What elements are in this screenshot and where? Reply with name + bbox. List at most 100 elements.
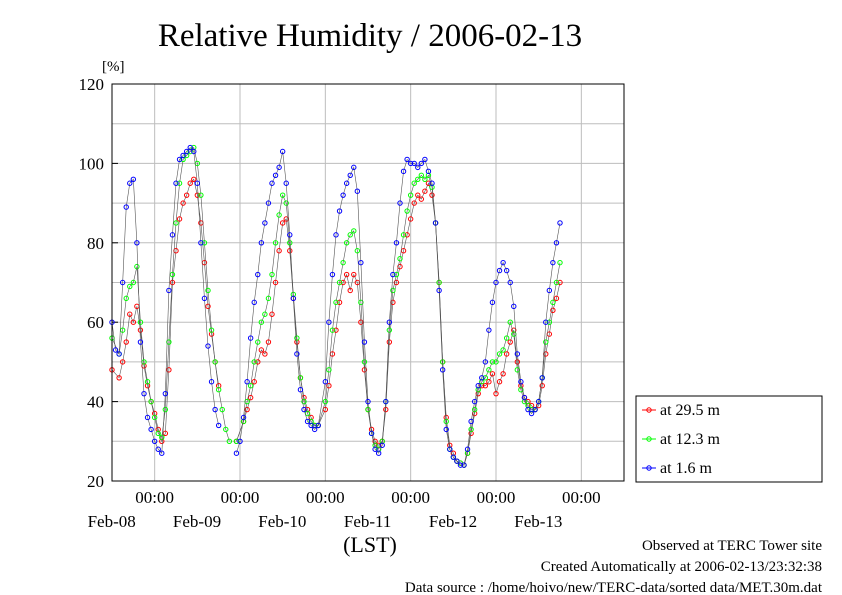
data-point — [390, 287, 396, 294]
data-point — [212, 359, 218, 365]
legend-label: at 1.6 m — [660, 460, 713, 477]
data-point — [262, 220, 268, 226]
data-point — [418, 172, 425, 179]
data-point — [205, 287, 211, 294]
data-point — [375, 450, 382, 456]
data-point — [127, 283, 133, 290]
data-point — [532, 406, 538, 413]
data-point — [535, 398, 542, 405]
data-point — [407, 192, 414, 198]
data-point — [180, 200, 186, 206]
data-point — [343, 240, 350, 246]
data-point — [351, 271, 357, 278]
data-point — [503, 335, 510, 341]
data-point — [187, 144, 193, 151]
data-point — [276, 164, 282, 171]
data-point — [258, 240, 265, 246]
data-point — [148, 398, 154, 405]
data-point — [361, 359, 368, 365]
data-point — [269, 271, 275, 278]
data-point — [155, 430, 161, 437]
data-point — [393, 271, 400, 278]
data-point — [159, 450, 165, 456]
data-point — [340, 279, 346, 286]
series-line — [111, 178, 219, 443]
data-point — [468, 418, 474, 425]
data-point — [336, 299, 343, 306]
data-point — [215, 386, 222, 393]
data-point — [550, 259, 556, 266]
data-point — [411, 180, 417, 186]
data-point — [183, 148, 190, 155]
data-point — [226, 438, 233, 444]
footer-source: Data source : /home/hoivo/new/TERC-data/… — [405, 580, 823, 595]
data-point — [553, 279, 560, 286]
data-point — [183, 192, 190, 198]
legend-box — [635, 395, 823, 483]
data-point — [479, 375, 485, 381]
data-point — [447, 446, 453, 452]
data-point — [500, 259, 506, 266]
x-axis-label: (LST) — [343, 532, 397, 557]
data-point — [471, 398, 478, 405]
data-point — [386, 319, 393, 325]
data-point — [169, 271, 176, 278]
data-point — [251, 299, 257, 306]
data-point — [237, 438, 243, 444]
data-point — [123, 204, 129, 210]
data-point — [493, 359, 499, 365]
grid-lines — [112, 83, 624, 482]
data-point — [297, 375, 304, 381]
data-point — [418, 160, 425, 167]
data-point — [518, 379, 524, 385]
data-point — [454, 458, 460, 464]
data-point — [247, 335, 254, 341]
data-point — [144, 379, 151, 385]
data-point — [265, 295, 272, 302]
x-time-label: 00:00 — [221, 488, 260, 507]
data-point — [279, 220, 286, 226]
data-point — [151, 414, 158, 421]
data-point — [326, 383, 332, 389]
data-point — [301, 406, 307, 413]
x-time-label: 00:00 — [477, 488, 516, 507]
x-date-label: Feb-10 — [258, 512, 306, 531]
data-point — [361, 367, 368, 373]
data-point — [301, 398, 307, 405]
data-point — [223, 426, 229, 433]
data-point — [123, 295, 129, 302]
data-point — [123, 339, 129, 345]
data-point — [166, 367, 172, 373]
data-point — [287, 240, 293, 246]
data-point — [255, 359, 261, 365]
data-point — [187, 180, 193, 186]
data-point — [482, 359, 489, 365]
data-point — [439, 367, 446, 373]
data-point — [503, 267, 510, 274]
data-point — [144, 414, 151, 421]
data-point — [166, 339, 172, 345]
data-point — [333, 299, 339, 306]
data-point — [173, 180, 179, 186]
data-point — [240, 414, 247, 421]
data-point — [119, 359, 126, 365]
data-point — [322, 398, 329, 405]
data-point — [247, 383, 254, 389]
data-point — [269, 180, 275, 186]
data-point — [279, 148, 286, 155]
y-tick-label: 40 — [87, 393, 104, 412]
data-point — [322, 379, 329, 385]
data-point — [429, 192, 435, 198]
data-point — [557, 259, 563, 266]
data-point — [404, 156, 410, 163]
data-point — [443, 426, 449, 433]
data-point — [208, 379, 215, 385]
x-date-label: Feb-08 — [88, 512, 136, 531]
data-point — [233, 438, 240, 444]
data-point — [507, 339, 513, 345]
data-point — [265, 339, 272, 345]
x-tick-labels: 00:00 00:00 00:00 00:00 00:00 00:00 Feb-08 Feb-… — [88, 488, 601, 531]
data-point — [169, 279, 176, 286]
data-point — [475, 383, 481, 389]
